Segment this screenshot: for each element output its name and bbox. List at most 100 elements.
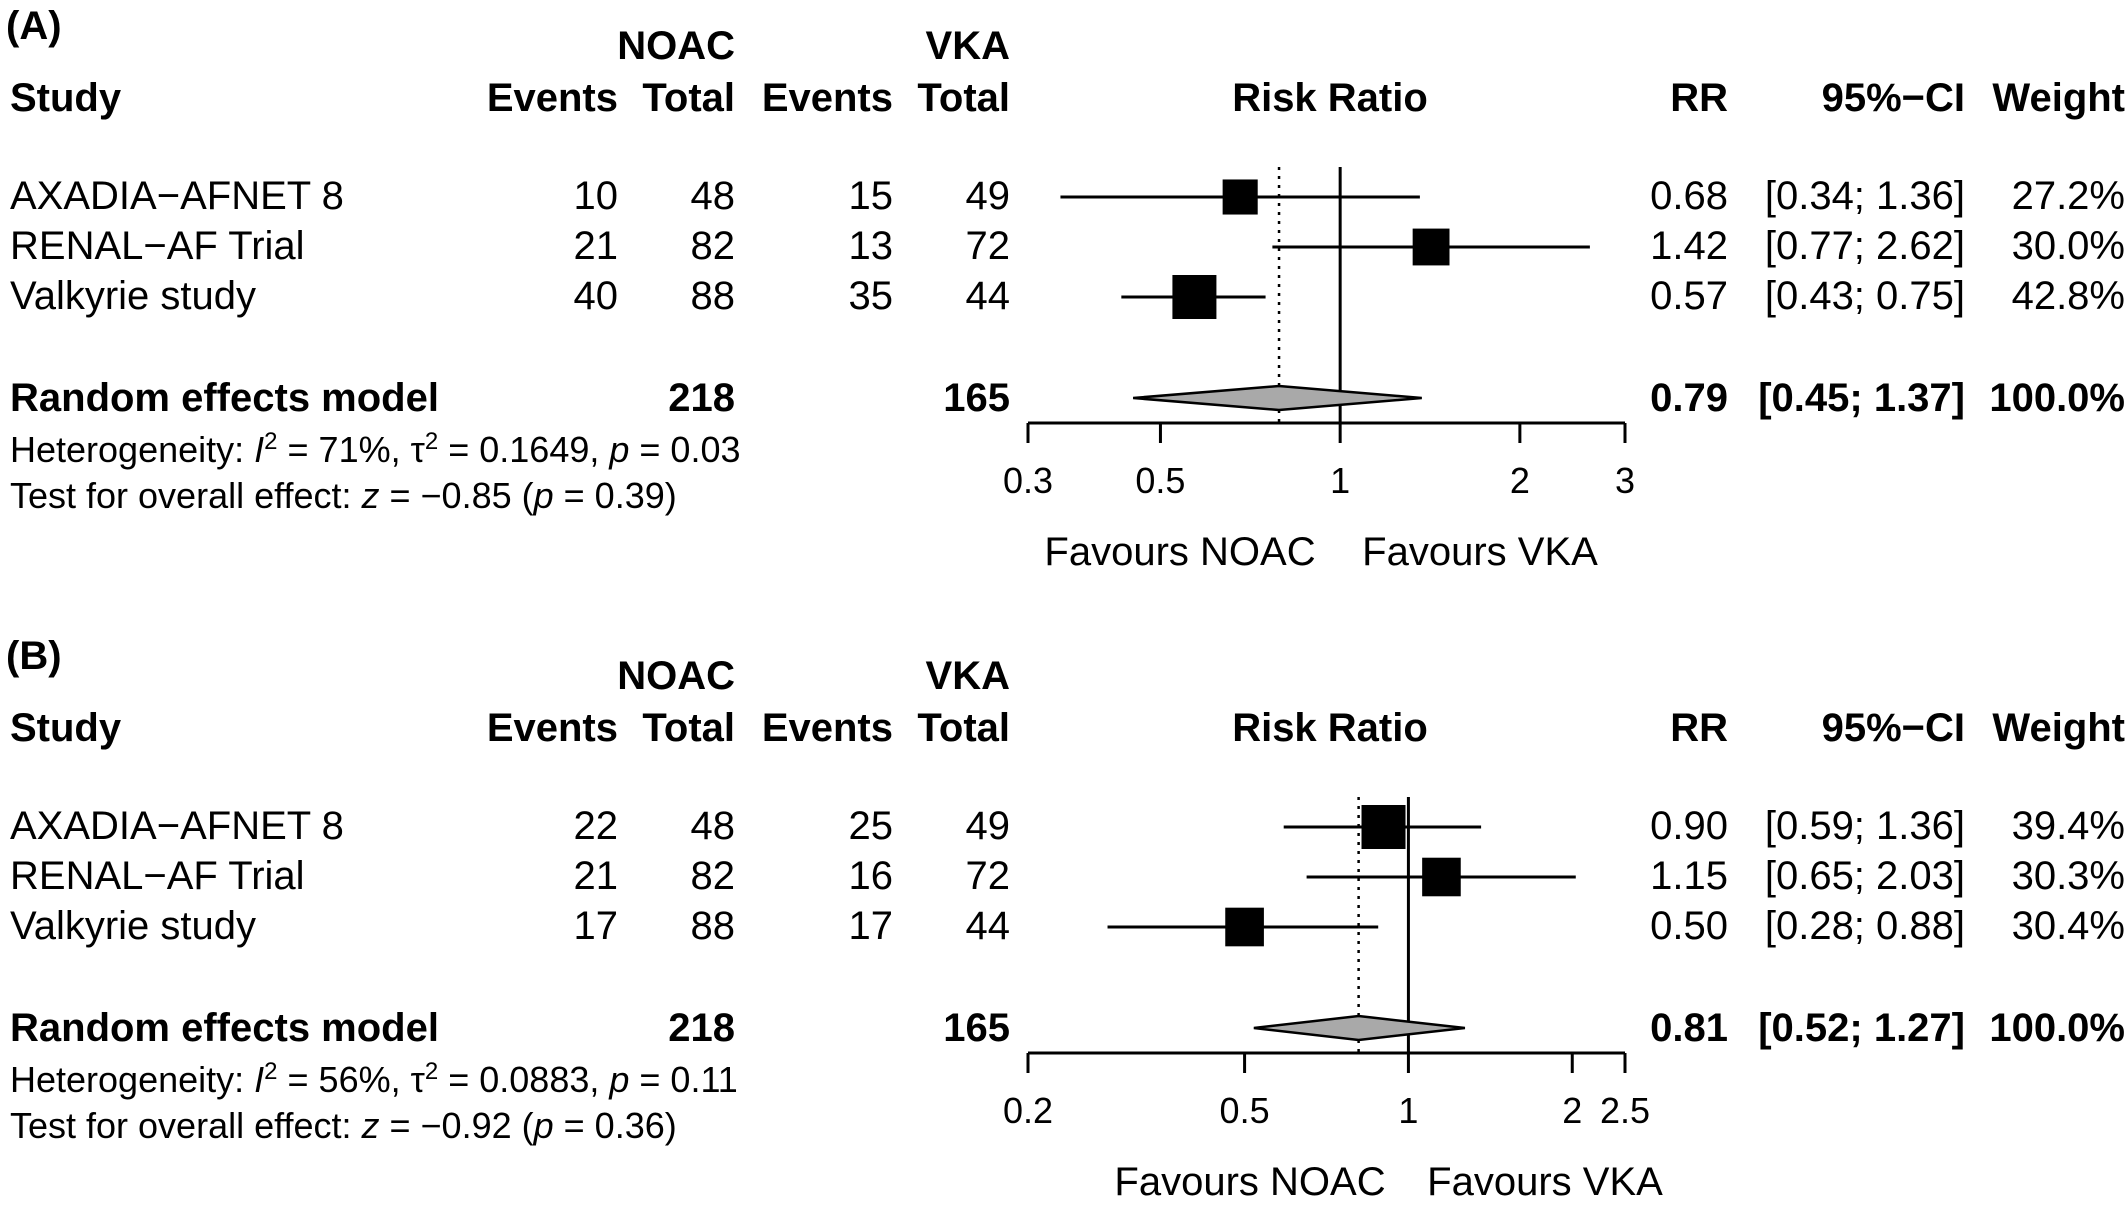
rr-header: RR xyxy=(1670,76,1728,120)
study-weight: 27.2% xyxy=(2011,174,2125,218)
x-axis-tick-label: 1 xyxy=(1398,1090,1418,1131)
x-axis-tick-label: 3 xyxy=(1615,460,1635,501)
favours-right-label: Favours VKA xyxy=(1427,1160,1663,1204)
group1-header: NOAC xyxy=(617,24,735,68)
plot-header: Risk Ratio xyxy=(1232,76,1428,120)
study-total2: 49 xyxy=(965,174,1011,218)
x-axis-tick-label: 0.3 xyxy=(1003,460,1053,501)
forest-plot-panel-b: (B) NOAC VKA Study Events Total Events T… xyxy=(0,630,2128,1230)
study-events2: 15 xyxy=(848,174,894,218)
study-total2: 72 xyxy=(965,854,1011,898)
study-total2: 49 xyxy=(965,804,1011,848)
favours-left-label: Favours NOAC xyxy=(1044,530,1316,574)
study-total1: 88 xyxy=(690,274,736,318)
study-estimate-square xyxy=(1222,179,1258,215)
study-name: Valkyrie study xyxy=(10,274,257,318)
events1-header: Events xyxy=(486,76,618,120)
summary-rr: 0.79 xyxy=(1650,376,1728,420)
study-events2: 17 xyxy=(848,904,894,948)
ci-header: 95%−CI xyxy=(1821,706,1965,750)
study-name: AXADIA−AFNET 8 xyxy=(10,804,344,848)
study-estimate-square xyxy=(1422,857,1461,897)
summary-ci: [0.52; 1.27] xyxy=(1758,1006,1965,1050)
favours-right-label: Favours VKA xyxy=(1362,530,1598,574)
study-rr: 0.57 xyxy=(1650,274,1728,318)
study-header: Study xyxy=(10,76,122,120)
panel-label: (B) xyxy=(6,634,62,678)
summary-total2: 165 xyxy=(943,1006,1010,1050)
heterogeneity-text: Heterogeneity: I2 = 56%, τ2 = 0.0883, p … xyxy=(10,1058,738,1100)
weight-header: Weight xyxy=(1992,706,2125,750)
total2-header: Total xyxy=(917,76,1010,120)
x-axis-tick-label: 2 xyxy=(1510,460,1530,501)
summary-name: Random effects model xyxy=(10,376,439,420)
study-weight: 30.4% xyxy=(2011,904,2125,948)
study-estimate-square xyxy=(1361,805,1406,849)
summary-rr: 0.81 xyxy=(1650,1006,1728,1050)
summary-weight: 100.0% xyxy=(1989,376,2125,420)
summary-name: Random effects model xyxy=(10,1006,439,1050)
study-events2: 13 xyxy=(848,224,894,268)
ci-header: 95%−CI xyxy=(1821,76,1965,120)
x-axis-tick-label: 1 xyxy=(1330,460,1350,501)
study-total1: 88 xyxy=(690,904,736,948)
study-total2: 44 xyxy=(965,904,1011,948)
summary-diamond xyxy=(1133,384,1422,412)
summary-ci: [0.45; 1.37] xyxy=(1758,376,1965,420)
study-estimate-square xyxy=(1412,228,1450,266)
events2-header: Events xyxy=(761,76,893,120)
weight-header: Weight xyxy=(1992,76,2125,120)
x-axis-tick-label: 0.5 xyxy=(1220,1090,1270,1131)
overall-effect-text: Test for overall effect: z = −0.85 (p = … xyxy=(10,475,677,516)
plot-header: Risk Ratio xyxy=(1232,706,1428,750)
summary-diamond xyxy=(1253,1014,1466,1042)
study-events1: 17 xyxy=(573,904,619,948)
study-total1: 48 xyxy=(690,174,736,218)
forest-plot-area: 0.2 0.5 1 2 2.5 xyxy=(1003,797,1650,1131)
study-events1: 10 xyxy=(573,174,619,218)
study-rr: 0.68 xyxy=(1650,174,1728,218)
study-name: RENAL−AF Trial xyxy=(10,224,305,268)
study-events2: 25 xyxy=(848,804,894,848)
panel-label: (A) xyxy=(6,4,62,48)
study-events1: 22 xyxy=(573,804,619,848)
x-axis-tick-label: 0.5 xyxy=(1135,460,1185,501)
study-events1: 21 xyxy=(573,854,619,898)
events1-header: Events xyxy=(486,706,618,750)
study-events1: 40 xyxy=(573,274,619,318)
study-weight: 30.3% xyxy=(2011,854,2125,898)
study-header: Study xyxy=(10,706,122,750)
summary-total2: 165 xyxy=(943,376,1010,420)
study-ci: [0.43; 0.75] xyxy=(1764,274,1965,318)
study-events2: 35 xyxy=(848,274,894,318)
heterogeneity-text: Heterogeneity: I2 = 71%, τ2 = 0.1649, p … xyxy=(10,428,741,470)
study-name: RENAL−AF Trial xyxy=(10,854,305,898)
study-total1: 82 xyxy=(690,224,736,268)
study-rr: 0.50 xyxy=(1650,904,1728,948)
study-total1: 82 xyxy=(690,854,736,898)
group2-header: VKA xyxy=(925,654,1010,698)
study-estimate-square xyxy=(1172,275,1217,319)
total2-header: Total xyxy=(917,706,1010,750)
study-name: Valkyrie study xyxy=(10,904,257,948)
overall-effect-text: Test for overall effect: z = −0.92 (p = … xyxy=(10,1105,677,1146)
study-total1: 48 xyxy=(690,804,736,848)
study-ci: [0.65; 2.03] xyxy=(1764,854,1965,898)
total1-header: Total xyxy=(642,706,735,750)
study-weight: 39.4% xyxy=(2011,804,2125,848)
forest-plot-panel-a: (A) NOAC VKA Study Events Total Events T… xyxy=(0,0,2128,600)
study-ci: [0.34; 1.36] xyxy=(1764,174,1965,218)
x-axis-tick-label: 0.2 xyxy=(1003,1090,1053,1131)
favours-left-label: Favours NOAC xyxy=(1114,1160,1386,1204)
x-axis-tick-label: 2.5 xyxy=(1600,1090,1650,1131)
study-events2: 16 xyxy=(848,854,894,898)
group1-header: NOAC xyxy=(617,654,735,698)
study-rr: 0.90 xyxy=(1650,804,1728,848)
study-estimate-square xyxy=(1225,907,1264,947)
study-weight: 42.8% xyxy=(2011,274,2125,318)
summary-total1: 218 xyxy=(668,376,735,420)
summary-total1: 218 xyxy=(668,1006,735,1050)
study-total2: 72 xyxy=(965,224,1011,268)
study-rr: 1.15 xyxy=(1650,854,1728,898)
rr-header: RR xyxy=(1670,706,1728,750)
